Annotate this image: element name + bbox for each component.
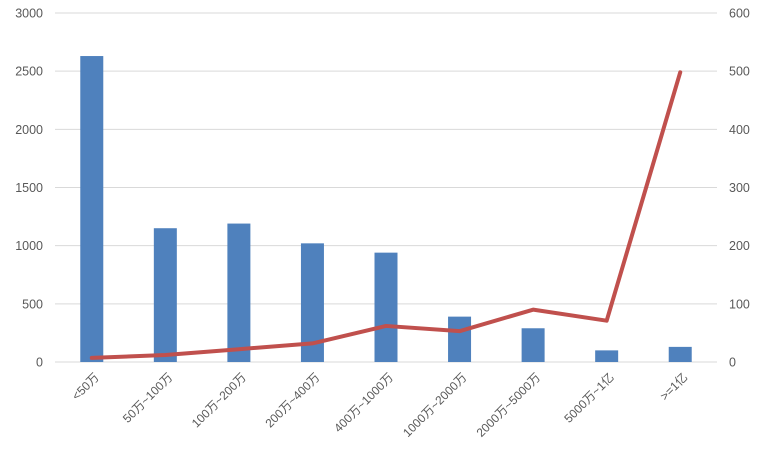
x-axis-category-label: 200万~400万 bbox=[262, 370, 322, 430]
left-axis-tick-label: 1500 bbox=[15, 181, 43, 195]
left-axis-tick-label: 2500 bbox=[15, 65, 43, 79]
x-axis-category-label: 100万~200万 bbox=[189, 370, 249, 430]
bar bbox=[595, 350, 619, 362]
bar bbox=[227, 223, 251, 362]
bar bbox=[80, 56, 104, 362]
left-axis-tick-label: 1000 bbox=[15, 239, 43, 253]
bar bbox=[300, 243, 324, 362]
left-axis-tick-label: 500 bbox=[22, 297, 43, 311]
left-axis-tick-label: 0 bbox=[36, 356, 43, 370]
left-axis-tick-label: 3000 bbox=[15, 7, 43, 21]
right-axis-tick-label: 0 bbox=[729, 356, 736, 370]
line-series bbox=[89, 70, 683, 360]
bar bbox=[448, 316, 472, 362]
x-axis-category-label: 5000万~1亿 bbox=[561, 370, 617, 426]
x-axis-category-label: 1000万~2000万 bbox=[400, 370, 470, 440]
x-axis-category-label: 2000万~5000万 bbox=[474, 370, 544, 440]
bar bbox=[374, 252, 398, 362]
left-axis-tick-label: 2000 bbox=[15, 123, 43, 137]
right-axis-tick-label: 500 bbox=[729, 65, 750, 79]
x-axis-category-label: >=1亿 bbox=[657, 370, 691, 404]
x-axis-category-label: 400万~1000万 bbox=[331, 370, 396, 435]
right-axis-tick-label: 400 bbox=[729, 123, 750, 137]
bar bbox=[521, 328, 545, 362]
right-axis-tick-label: 200 bbox=[729, 239, 750, 253]
right-axis-tick-label: 600 bbox=[729, 7, 750, 21]
right-axis-tick-label: 300 bbox=[729, 181, 750, 195]
x-axis-category-label: 50万~100万 bbox=[120, 370, 175, 425]
right-axis-tick-label: 100 bbox=[729, 297, 750, 311]
bar bbox=[668, 346, 692, 362]
x-axis-category-label: <50万 bbox=[69, 370, 102, 403]
bar bbox=[153, 228, 177, 362]
